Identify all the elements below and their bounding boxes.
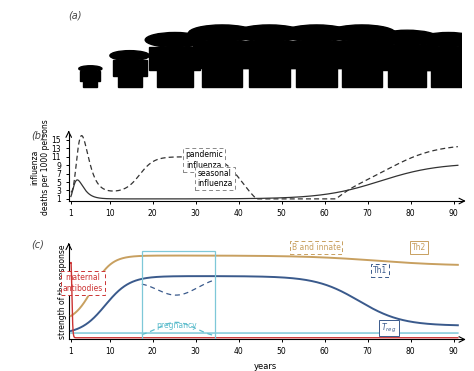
Y-axis label: influenza
deaths per 1000 persons: influenza deaths per 1000 persons [31, 119, 50, 215]
Bar [142, 251, 215, 339]
Y-axis label: strength of the response: strength of the response [58, 244, 67, 339]
Ellipse shape [145, 33, 205, 47]
Ellipse shape [236, 25, 303, 42]
Bar [333, 41, 391, 68]
Bar [249, 68, 290, 87]
Ellipse shape [376, 30, 438, 46]
Ellipse shape [328, 25, 396, 42]
Ellipse shape [110, 50, 149, 60]
Text: seasonal
influenza: seasonal influenza [197, 169, 233, 188]
Text: pregnancy: pregnancy [156, 321, 197, 330]
Bar [240, 41, 299, 68]
Text: Th2: Th2 [412, 243, 426, 252]
X-axis label: years: years [254, 362, 277, 371]
Bar [341, 68, 382, 87]
Bar [81, 71, 100, 81]
Bar [157, 70, 193, 87]
Ellipse shape [419, 33, 474, 47]
Text: Th1: Th1 [374, 266, 388, 275]
Ellipse shape [188, 25, 256, 42]
Bar [430, 70, 466, 87]
Bar [296, 68, 337, 87]
Text: pandemic
influenza: pandemic influenza [185, 150, 223, 170]
Bar [423, 47, 474, 70]
Bar [389, 70, 426, 87]
Text: (c): (c) [31, 240, 44, 250]
Bar [381, 45, 434, 70]
Text: (a): (a) [69, 10, 82, 20]
Bar [288, 41, 346, 68]
Bar [118, 76, 142, 87]
Bar [113, 60, 147, 76]
Text: (b): (b) [31, 130, 45, 140]
Bar [202, 68, 243, 87]
Ellipse shape [283, 25, 350, 42]
Text: maternal
antibodies: maternal antibodies [63, 273, 103, 293]
Text: B and innate: B and innate [292, 243, 340, 252]
Text: $T_{reg}$: $T_{reg}$ [382, 321, 397, 335]
Bar [83, 81, 97, 87]
Bar [149, 47, 201, 70]
Bar [193, 41, 251, 68]
Ellipse shape [79, 66, 102, 72]
